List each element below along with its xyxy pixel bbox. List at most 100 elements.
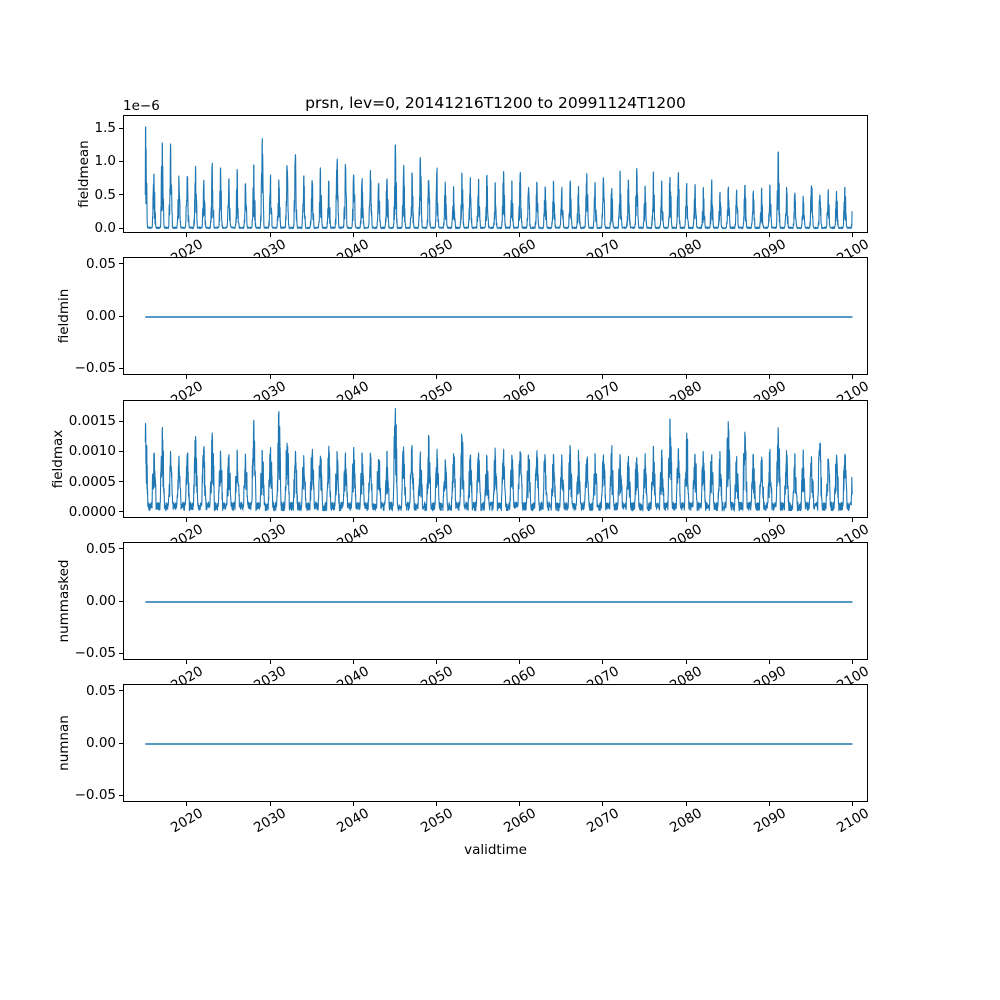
x-tick-mark — [435, 233, 437, 237]
x-tick-mark — [519, 802, 521, 806]
x-tick-mark — [352, 375, 354, 379]
x-tick-mark — [602, 660, 604, 664]
x-tick-mark — [852, 802, 854, 806]
x-tick-mark — [685, 802, 687, 806]
x-tick-label: 2100 — [833, 805, 872, 837]
y-tick-mark — [119, 511, 123, 513]
x-tick-mark — [685, 518, 687, 522]
y-tick-mark — [119, 420, 123, 422]
x-tick-mark — [352, 518, 354, 522]
x-tick-mark — [852, 375, 854, 379]
y-tick-label: 0.5 — [94, 186, 116, 203]
series-line-fieldmean — [144, 126, 853, 230]
plot-area-nummasked — [145, 601, 853, 603]
y-tick-mark — [119, 481, 123, 483]
y-axis-label-numnan: numnan — [56, 715, 72, 771]
axes-numnan — [123, 684, 868, 802]
x-tick-mark — [186, 518, 188, 522]
x-tick-mark — [352, 802, 354, 806]
y-tick-mark — [119, 450, 123, 452]
plot-area-numnan — [145, 743, 853, 745]
x-tick-label: 2050 — [417, 805, 456, 837]
y-tick-label: 0.0005 — [68, 473, 116, 490]
x-tick-mark — [685, 233, 687, 237]
axes-fieldmin — [123, 257, 868, 375]
x-tick-mark — [186, 233, 188, 237]
x-tick-mark — [352, 660, 354, 664]
x-tick-label: 2090 — [750, 805, 789, 837]
x-tick-mark — [852, 660, 854, 664]
axes-nummasked — [123, 542, 868, 660]
y-tick-mark — [119, 367, 123, 369]
y-tick-mark — [119, 794, 123, 796]
x-tick-label: 2040 — [334, 805, 373, 837]
x-tick-mark — [768, 375, 770, 379]
y-axis-offset-text: 1e−6 — [123, 98, 160, 114]
y-tick-label: −0.05 — [74, 645, 116, 662]
axes-fieldmax — [123, 400, 868, 518]
x-tick-mark — [435, 375, 437, 379]
x-tick-mark — [186, 375, 188, 379]
x-tick-label: 2060 — [500, 805, 539, 837]
x-tick-mark — [768, 802, 770, 806]
y-tick-label: 0.05 — [85, 255, 116, 272]
y-tick-mark — [119, 127, 123, 129]
x-tick-mark — [435, 660, 437, 664]
plot-area-fieldmin — [145, 316, 853, 318]
x-tick-mark — [269, 660, 271, 664]
x-tick-mark — [519, 233, 521, 237]
y-tick-mark — [119, 194, 123, 196]
y-tick-label: 0.00 — [85, 593, 116, 609]
axes-fieldmean — [123, 115, 868, 233]
x-tick-label: 2070 — [584, 805, 622, 837]
plot-area-fieldmean — [144, 126, 853, 230]
x-tick-label: 2020 — [168, 805, 206, 837]
chart-title: prsn, lev=0, 20141216T1200 to 20991124T1… — [305, 94, 686, 112]
y-tick-label: 0.0 — [94, 220, 116, 236]
plot-area-fieldmax — [144, 408, 853, 512]
x-tick-mark — [435, 518, 437, 522]
y-tick-mark — [119, 548, 123, 550]
x-tick-label: 2080 — [667, 805, 706, 837]
x-tick-label: 2030 — [251, 805, 290, 837]
x-tick-mark — [768, 660, 770, 664]
y-tick-mark — [119, 600, 123, 602]
x-tick-mark — [602, 518, 604, 522]
y-tick-mark — [119, 160, 123, 162]
x-tick-mark — [269, 375, 271, 379]
x-tick-mark — [685, 375, 687, 379]
y-tick-label: 1.5 — [94, 120, 116, 136]
x-tick-mark — [602, 802, 604, 806]
x-tick-mark — [519, 375, 521, 379]
y-tick-label: 0.0010 — [68, 443, 116, 460]
x-tick-mark — [519, 518, 521, 522]
x-tick-mark — [768, 233, 770, 237]
x-tick-mark — [269, 518, 271, 522]
x-tick-mark — [602, 233, 604, 237]
x-tick-mark — [435, 802, 437, 806]
x-tick-mark — [852, 518, 854, 522]
y-tick-mark — [119, 652, 123, 654]
y-tick-label: 1.0 — [94, 153, 116, 170]
x-tick-mark — [186, 802, 188, 806]
x-tick-mark — [685, 660, 687, 664]
y-tick-label: 0.00 — [85, 735, 116, 751]
y-tick-mark — [119, 315, 123, 317]
y-tick-mark — [119, 742, 123, 744]
x-tick-mark — [852, 233, 854, 237]
x-axis-label: validtime — [464, 842, 527, 858]
y-tick-mark — [119, 690, 123, 692]
y-tick-mark — [119, 227, 123, 229]
y-tick-label: −0.05 — [74, 787, 116, 804]
series-line-fieldmax — [144, 408, 853, 512]
y-tick-label: 0.05 — [85, 682, 116, 699]
y-tick-label: 0.00 — [85, 308, 116, 324]
x-tick-mark — [269, 233, 271, 237]
x-tick-mark — [602, 375, 604, 379]
y-tick-mark — [119, 263, 123, 265]
y-tick-label: 0.0015 — [68, 413, 116, 430]
